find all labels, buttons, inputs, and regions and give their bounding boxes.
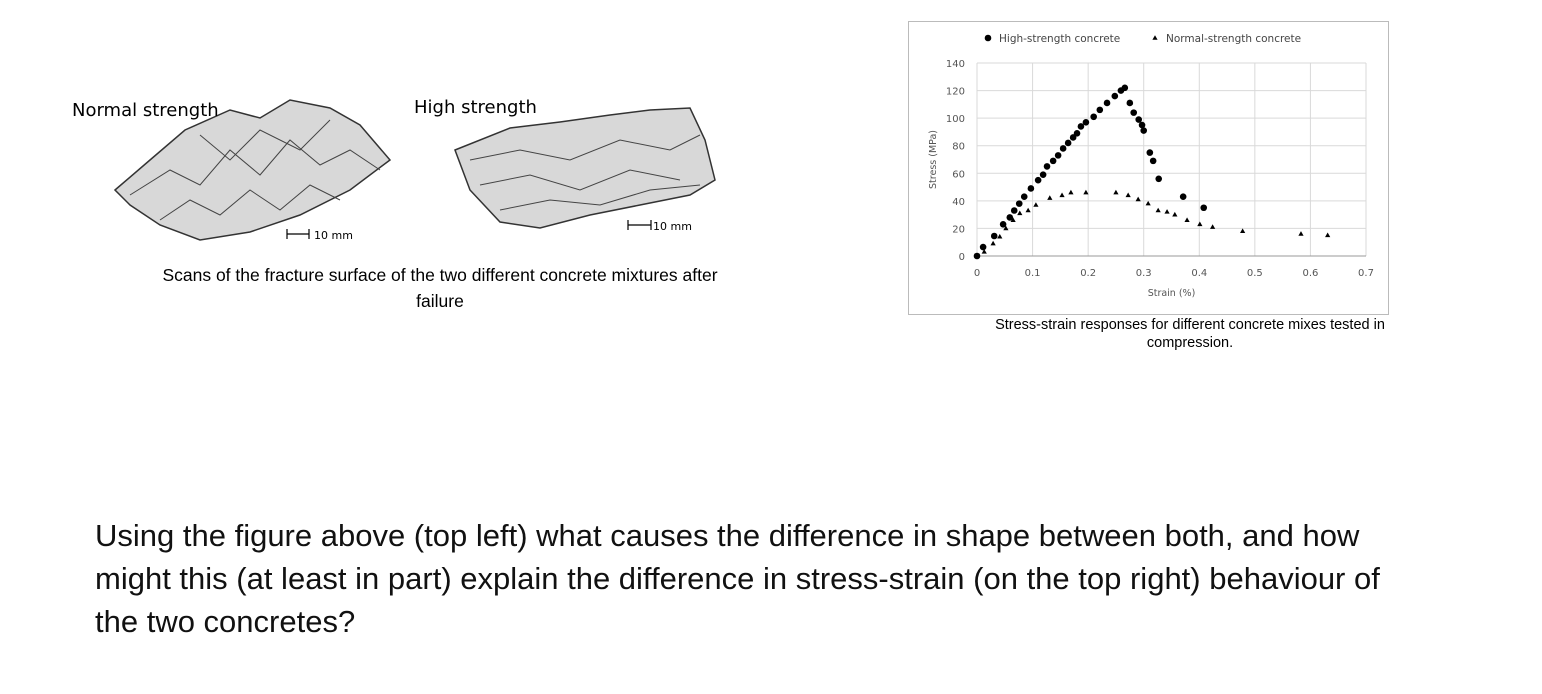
data-point <box>1020 193 1028 201</box>
data-point <box>1006 214 1014 221</box>
scale-bars <box>286 220 652 239</box>
data-point <box>1017 210 1023 216</box>
data-point <box>1059 145 1067 152</box>
chart-caption: Stress-strain responses for different co… <box>995 317 1385 351</box>
data-point <box>1077 123 1085 130</box>
data-point <box>1155 207 1161 213</box>
data-point <box>1010 207 1018 214</box>
data-point <box>1172 211 1178 217</box>
x-tick-label: 0.2 <box>1080 268 1096 279</box>
data-point <box>1068 189 1074 195</box>
data-point <box>1059 192 1065 198</box>
data-point <box>1025 207 1031 213</box>
x-tick-label: 0.5 <box>1247 268 1263 279</box>
data-point <box>1043 163 1051 170</box>
data-point <box>1126 99 1134 107</box>
data-point <box>1064 139 1072 147</box>
data-point <box>981 249 987 254</box>
chart-frame <box>908 21 1389 315</box>
data-point <box>1149 157 1157 165</box>
data-point <box>1103 99 1111 107</box>
data-point <box>1298 231 1304 236</box>
y-tick-label: 40 <box>952 197 965 208</box>
data-point <box>1197 221 1203 227</box>
data-point <box>990 240 996 246</box>
x-tick-label: 0.3 <box>1136 268 1152 279</box>
data-point <box>1033 202 1039 207</box>
data-point <box>1047 195 1053 200</box>
data-point <box>1145 200 1151 206</box>
data-point <box>1090 113 1097 121</box>
x-tick-label: 0.4 <box>1191 268 1207 279</box>
y-tick-label: 0 <box>959 252 965 263</box>
data-point <box>1130 109 1138 116</box>
data-point <box>1073 130 1081 137</box>
data-point <box>990 232 998 240</box>
data-point <box>1111 92 1119 100</box>
data-point <box>1069 134 1077 141</box>
y-axis-title: Stress (MPa) <box>928 130 939 189</box>
y-tick-label: 60 <box>952 169 965 180</box>
y-tick-label: 100 <box>946 114 965 125</box>
x-tick-label: 0.1 <box>1025 268 1041 279</box>
question: Using the figure above (top left) what c… <box>95 518 1380 639</box>
data-point <box>1121 84 1129 92</box>
scale-label: 10 mm <box>314 229 353 242</box>
data-point <box>1034 176 1042 184</box>
data-point <box>1135 196 1141 202</box>
data-point <box>1146 149 1154 156</box>
normal-scan <box>113 99 392 241</box>
data-point <box>1210 224 1216 229</box>
legend-marker <box>1152 35 1158 40</box>
legend-label: Normal-strength concrete <box>1166 33 1301 45</box>
data-point <box>1039 171 1047 178</box>
data-point <box>1049 157 1057 165</box>
y-tick-label: 140 <box>946 59 965 70</box>
high-scan <box>454 107 716 229</box>
x-axis-title: Strain (%) <box>1148 288 1196 299</box>
data-point <box>1082 118 1090 126</box>
data-point <box>1138 121 1146 129</box>
x-tick-label: 0.7 <box>1358 268 1374 279</box>
data-point <box>1113 189 1119 195</box>
data-point <box>1140 127 1148 134</box>
data-point <box>1096 106 1104 114</box>
data-point <box>973 252 981 260</box>
data-point <box>1125 192 1131 198</box>
data-point <box>1155 175 1163 183</box>
data-point <box>1325 232 1331 238</box>
normal-label: Normal strength <box>72 100 219 121</box>
data-point <box>1027 185 1035 192</box>
data-point <box>1015 200 1023 207</box>
x-tick-label: 0.6 <box>1302 268 1318 279</box>
data-point <box>1200 204 1208 212</box>
left-caption: Scans of the fracture surface of the two… <box>162 265 718 311</box>
data-point <box>1184 217 1190 222</box>
data-point <box>1240 228 1246 233</box>
data-point <box>1179 193 1187 201</box>
y-tick-label: 80 <box>952 142 965 153</box>
data-point <box>1164 209 1170 214</box>
data-point <box>1003 225 1009 231</box>
data-point <box>999 220 1007 228</box>
data-point <box>1054 152 1062 159</box>
legend-marker <box>984 34 992 42</box>
data-point <box>979 243 987 251</box>
high-label: High strength <box>414 97 537 118</box>
legend-label: High-strength concrete <box>999 33 1120 45</box>
data-point <box>1083 189 1089 195</box>
y-tick-label: 120 <box>946 87 965 98</box>
x-tick-label: 0 <box>974 268 980 279</box>
data-point <box>1135 116 1143 123</box>
y-tick-label: 20 <box>952 224 965 235</box>
data-point <box>997 233 1003 239</box>
scale-label: 10 mm <box>653 220 692 233</box>
chart: 0 20 40 60 80 100 120 140 0 0.1 0.2 0.3 0.4 0.5 0.6 0.7… <box>928 33 1374 299</box>
data-point <box>1010 217 1016 222</box>
